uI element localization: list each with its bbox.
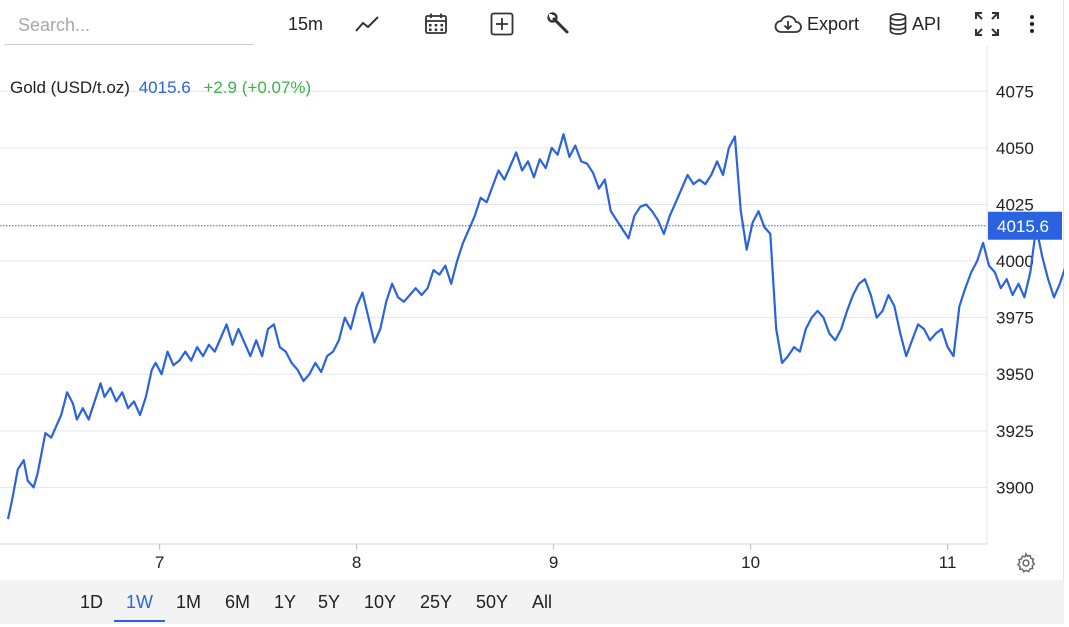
more-vertical-icon — [1030, 15, 1034, 33]
database-icon — [889, 13, 907, 35]
range-button-5y[interactable]: 5Y — [318, 592, 341, 612]
y-tick-label: 4075 — [996, 82, 1034, 101]
interval-label: 15m — [288, 13, 324, 34]
y-tick-label: 3950 — [996, 365, 1034, 384]
fullscreen-icon — [975, 12, 999, 36]
x-tick-label: 10 — [741, 553, 760, 572]
date-range-button[interactable] — [424, 10, 448, 38]
instrument-name: Gold (USD/t.oz) — [10, 78, 130, 97]
api-label: API — [912, 13, 942, 34]
y-tick-label: 3925 — [996, 422, 1034, 441]
last-price-label: 4015.6 — [997, 217, 1049, 236]
plus-box-icon — [490, 12, 514, 36]
chart-type-button[interactable] — [354, 10, 380, 38]
x-tick-label: 9 — [549, 553, 558, 572]
y-tick-label: 4025 — [996, 195, 1034, 214]
range-button-6m[interactable]: 6M — [225, 592, 251, 612]
y-tick-label: 4050 — [996, 139, 1034, 158]
last-price-tag — [988, 211, 1062, 240]
range-button-25y[interactable]: 25Y — [420, 592, 453, 612]
range-button-1m[interactable]: 1M — [176, 592, 202, 612]
more-menu-button[interactable] — [1024, 10, 1040, 38]
interval-selector[interactable]: 15m — [288, 10, 323, 38]
x-tick-label: 8 — [352, 553, 361, 572]
export-button[interactable]: Export — [773, 10, 859, 38]
instrument-price: 4015.6 — [138, 78, 191, 97]
x-tick-label: 7 — [155, 553, 164, 572]
gear-icon — [1016, 552, 1036, 573]
wrench-icon — [547, 12, 569, 34]
chart-settings-button[interactable] — [1015, 552, 1037, 579]
range-button-10y[interactable]: 10Y — [364, 592, 397, 612]
range-button-1d[interactable]: 1D — [80, 592, 104, 612]
cloud-download-icon — [774, 15, 802, 33]
active-range-underline — [114, 620, 165, 622]
range-button-all[interactable]: All — [532, 592, 553, 612]
x-tick-label: 11 — [939, 553, 957, 572]
range-button-1y[interactable]: 1Y — [274, 592, 297, 612]
range-selector: 1D 1W 1M 6M 1Y 5Y 10Y 25Y 50Y All — [0, 580, 1064, 624]
api-button[interactable]: API — [888, 10, 941, 38]
fullscreen-button[interactable] — [974, 10, 1000, 38]
line-chart-icon — [355, 16, 379, 32]
range-button-50y[interactable]: 50Y — [476, 592, 509, 612]
y-tick-label: 3900 — [996, 478, 1034, 497]
y-tick-label: 4000 — [996, 252, 1034, 271]
instrument-change: +2.9 (+0.07%) — [203, 78, 312, 97]
calendar-icon — [425, 13, 447, 34]
export-label: Export — [807, 13, 860, 34]
search-input[interactable] — [16, 14, 250, 37]
range-button-1w[interactable]: 1W — [126, 592, 153, 612]
price-chart[interactable]: 3900 3925 3950 3975 4000 4025 4050 4075 7 8 9 10 11 4… — [0, 46, 1064, 576]
price-line — [6, 133, 1064, 520]
compare-button[interactable] — [490, 10, 514, 38]
chart-legend: Gold (USD/t.oz) 4015.6 +2.9 (+0.07%) — [10, 78, 311, 98]
search-box[interactable] — [4, 8, 254, 45]
y-tick-label: 3975 — [996, 309, 1034, 328]
tools-button[interactable] — [546, 10, 572, 38]
